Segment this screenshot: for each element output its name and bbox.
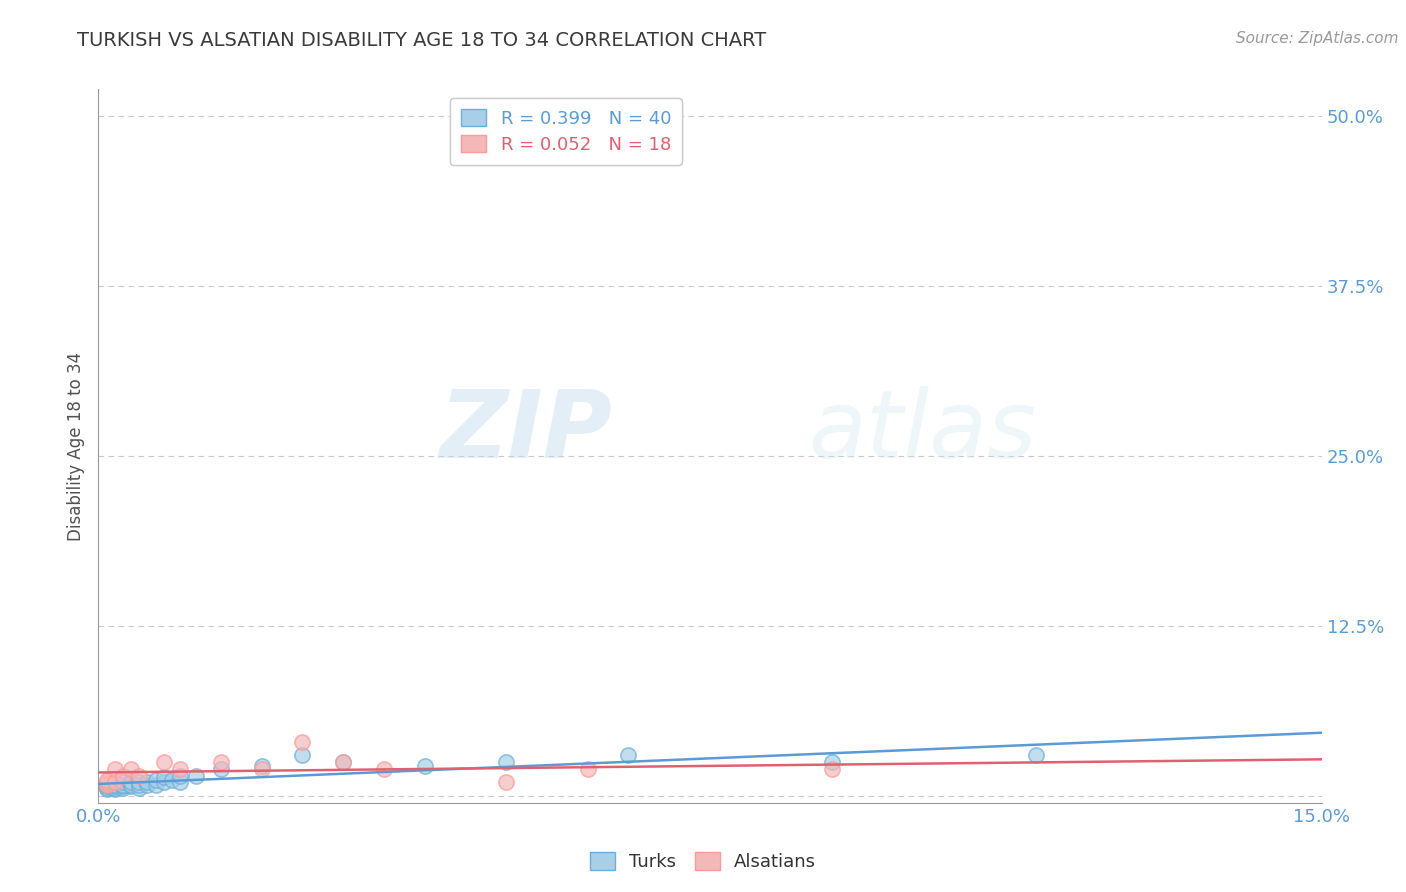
Point bbox=[169, 775, 191, 789]
Point bbox=[617, 748, 640, 763]
Point bbox=[96, 782, 118, 797]
Point bbox=[96, 777, 118, 791]
Point bbox=[1025, 748, 1047, 763]
Point bbox=[111, 769, 134, 783]
Text: atlas: atlas bbox=[808, 386, 1036, 477]
Point bbox=[96, 778, 118, 792]
Point bbox=[120, 762, 142, 776]
Point bbox=[111, 775, 134, 789]
Text: TURKISH VS ALSATIAN DISABILITY AGE 18 TO 34 CORRELATION CHART: TURKISH VS ALSATIAN DISABILITY AGE 18 TO… bbox=[77, 31, 766, 50]
Point bbox=[495, 775, 517, 789]
Point bbox=[152, 770, 174, 784]
Point bbox=[96, 775, 118, 789]
Point bbox=[104, 782, 127, 797]
Point bbox=[821, 755, 844, 769]
Point bbox=[111, 778, 134, 792]
Point bbox=[209, 762, 232, 776]
Point bbox=[145, 772, 167, 787]
Point bbox=[96, 780, 118, 795]
Point bbox=[821, 762, 844, 776]
Point bbox=[120, 778, 142, 792]
Point bbox=[104, 780, 127, 794]
Point bbox=[136, 775, 159, 789]
Legend: R = 0.399   N = 40, R = 0.052   N = 18: R = 0.399 N = 40, R = 0.052 N = 18 bbox=[450, 98, 682, 165]
Point bbox=[104, 780, 127, 795]
Point bbox=[128, 775, 150, 789]
Point bbox=[136, 778, 159, 792]
Point bbox=[152, 755, 174, 769]
Point bbox=[495, 755, 517, 769]
Point bbox=[413, 759, 436, 773]
Point bbox=[128, 778, 150, 792]
Point bbox=[111, 780, 134, 795]
Point bbox=[332, 755, 354, 769]
Point bbox=[169, 762, 191, 776]
Point bbox=[152, 775, 174, 789]
Text: ZIP: ZIP bbox=[439, 385, 612, 478]
Point bbox=[160, 772, 183, 787]
Point bbox=[209, 755, 232, 769]
Legend: Turks, Alsatians: Turks, Alsatians bbox=[582, 846, 824, 879]
Y-axis label: Disability Age 18 to 34: Disability Age 18 to 34 bbox=[66, 351, 84, 541]
Point bbox=[104, 778, 127, 792]
Point bbox=[104, 775, 127, 789]
Point bbox=[291, 734, 314, 748]
Point bbox=[111, 780, 134, 794]
Point bbox=[96, 778, 118, 792]
Point bbox=[104, 775, 127, 789]
Point bbox=[96, 772, 118, 787]
Point bbox=[250, 762, 273, 776]
Point bbox=[128, 769, 150, 783]
Point bbox=[120, 775, 142, 789]
Point bbox=[373, 762, 395, 776]
Point bbox=[291, 748, 314, 763]
Point bbox=[96, 778, 118, 792]
Point bbox=[332, 755, 354, 769]
Point bbox=[104, 762, 127, 776]
Point bbox=[576, 762, 599, 776]
Point bbox=[96, 780, 118, 794]
Point bbox=[145, 778, 167, 792]
Point bbox=[250, 759, 273, 773]
Text: Source: ZipAtlas.com: Source: ZipAtlas.com bbox=[1236, 31, 1399, 46]
Point bbox=[169, 769, 191, 783]
Point bbox=[128, 780, 150, 795]
Point bbox=[120, 780, 142, 794]
Point bbox=[186, 769, 208, 783]
